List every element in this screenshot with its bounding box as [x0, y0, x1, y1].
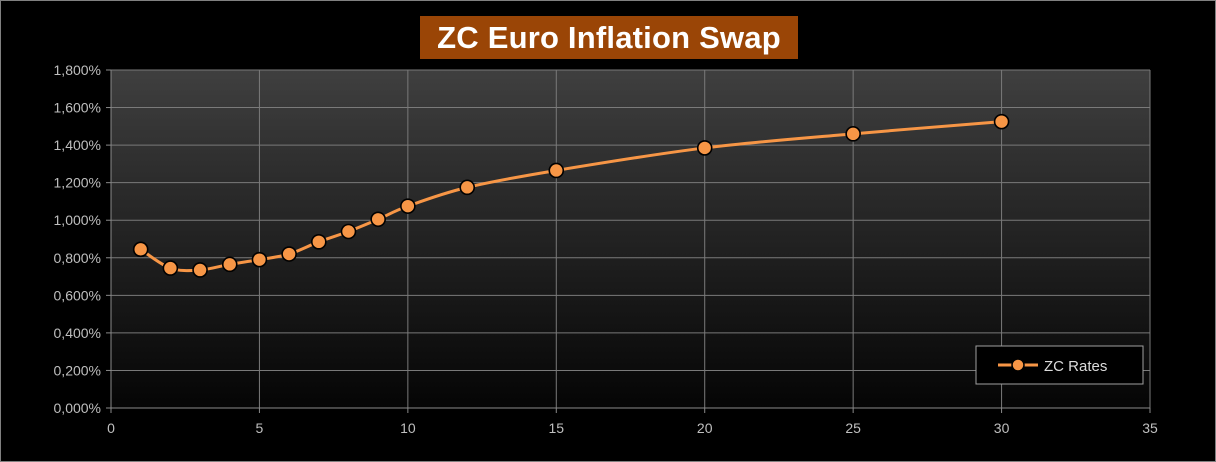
y-tick-label: 1,000% [54, 212, 101, 228]
x-tick-label: 10 [400, 420, 416, 436]
y-tick-label: 0,200% [54, 362, 101, 378]
data-point-marker [548, 162, 565, 179]
legend-marker-swatch [1011, 358, 1025, 372]
data-point-marker [696, 140, 713, 156]
y-tick-label: 0,600% [54, 287, 101, 303]
x-tick-label: 15 [548, 420, 564, 436]
data-point-marker [845, 126, 861, 142]
y-tick-label: 0,400% [54, 325, 101, 341]
x-tick-label: 5 [256, 420, 264, 436]
x-tick-label: 25 [845, 420, 861, 436]
data-point-marker [370, 211, 386, 228]
data-point-marker [993, 113, 1010, 130]
data-point-marker [162, 260, 179, 276]
x-tick-label: 35 [1142, 420, 1158, 436]
data-point-marker [459, 179, 476, 196]
data-point-marker [310, 234, 327, 250]
legend: ZC Rates [975, 345, 1144, 385]
data-point-marker [400, 198, 416, 214]
y-tick-label: 1,800% [54, 62, 101, 78]
x-tick-label: 0 [107, 420, 115, 436]
y-tick-label: 1,600% [54, 100, 101, 116]
chart-title-box: ZC Euro Inflation Swap [420, 16, 798, 59]
data-point-marker [251, 251, 268, 268]
series-zc-rates [132, 113, 1010, 278]
axes: 0,000% 0,200% 0,400% 0,600% 0,800% 1,000% 1,20… [54, 62, 1158, 436]
chart-title: ZC Euro Inflation Swap [437, 19, 781, 55]
y-tick-label: 1,400% [54, 137, 101, 153]
data-point-marker [132, 241, 149, 258]
data-point-marker [192, 262, 208, 278]
y-tick-label: 1,200% [54, 175, 101, 191]
x-tick-label: 20 [697, 420, 713, 436]
data-point-marker [340, 223, 357, 240]
y-tick-label: 0,800% [54, 250, 101, 266]
y-tick-label: 0,000% [54, 400, 101, 416]
x-tick-label: 30 [994, 420, 1010, 436]
data-point-marker [281, 246, 297, 262]
data-point-marker [221, 256, 238, 273]
legend-label: ZC Rates [1044, 358, 1107, 375]
